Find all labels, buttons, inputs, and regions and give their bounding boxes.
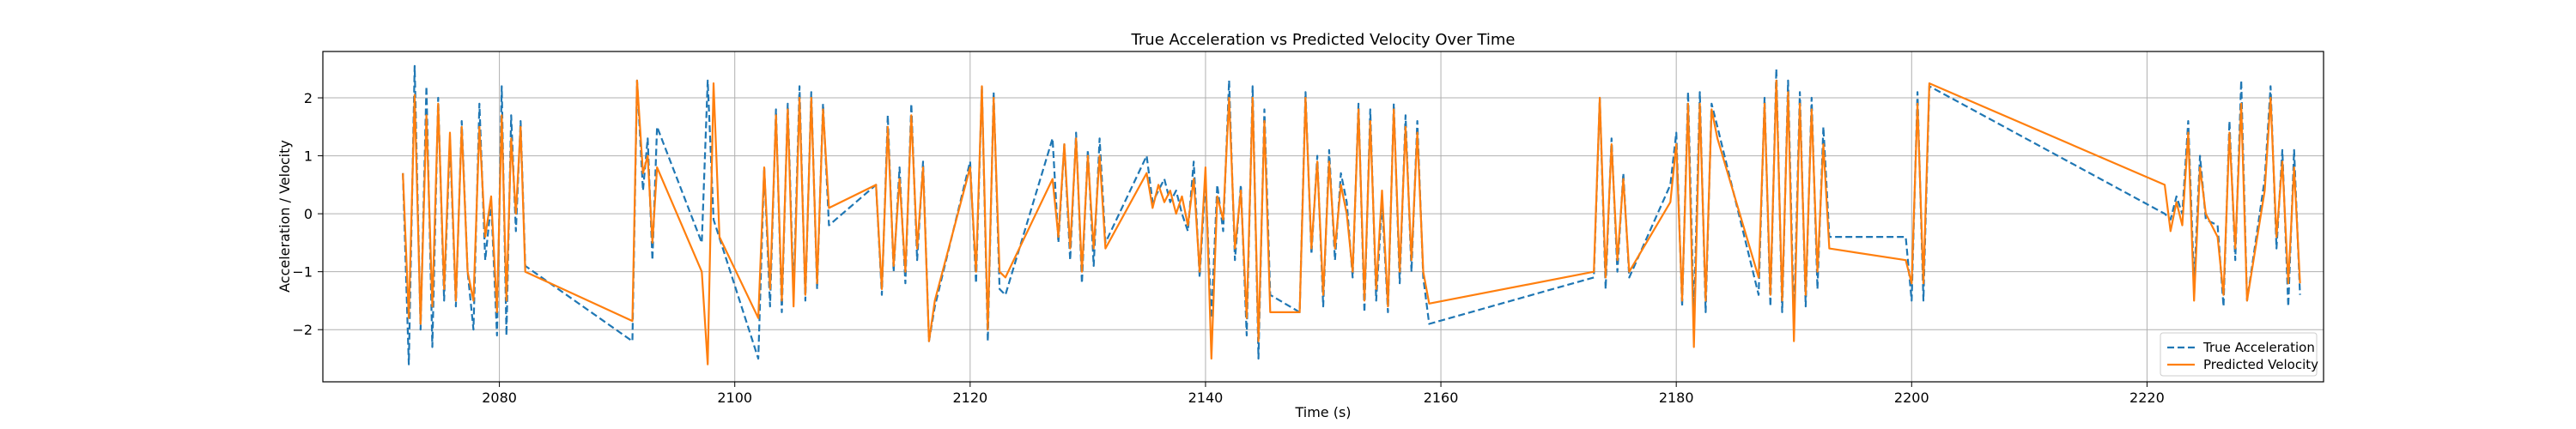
y-tick-label-0: 0 bbox=[304, 206, 313, 222]
x-tick-label-2080: 2080 bbox=[482, 390, 517, 406]
x-tick-label-2180: 2180 bbox=[1659, 390, 1694, 406]
legend-label-true-acceleration: True Acceleration bbox=[2202, 340, 2315, 355]
x-tick-label-2100: 2100 bbox=[717, 390, 752, 406]
series-group bbox=[402, 64, 2301, 366]
legend-box bbox=[2160, 332, 2318, 377]
y-tick-label--1: −1 bbox=[292, 264, 313, 281]
x-tick-label-2120: 2120 bbox=[952, 390, 987, 406]
y-axis: −2 −1 0 1 2 bbox=[292, 90, 323, 338]
y-tick-label-2: 2 bbox=[304, 90, 313, 106]
legend: True Acceleration Predicted Velocity bbox=[2160, 332, 2318, 377]
chart-title: True Acceleration vs Predicted Velocity … bbox=[1131, 31, 1516, 49]
grid-lines bbox=[323, 51, 2324, 382]
y-tick-label--2: −2 bbox=[292, 322, 313, 338]
series-line-predicted-velocity bbox=[402, 79, 2301, 366]
plot-frame bbox=[322, 51, 2324, 383]
x-tick-label-2220: 2220 bbox=[2129, 390, 2165, 406]
x-tick-label-2200: 2200 bbox=[1894, 390, 1929, 406]
y-axis-label: Acceleration / Velocity bbox=[276, 140, 293, 293]
legend-label-predicted-velocity: Predicted Velocity bbox=[2203, 357, 2318, 372]
y-tick-label-1: 1 bbox=[304, 148, 313, 165]
x-axis-label: Time (s) bbox=[1294, 404, 1351, 420]
x-tick-label-2160: 2160 bbox=[1424, 390, 1459, 406]
x-tick-label-2140: 2140 bbox=[1188, 390, 1224, 406]
x-axis: 2080 2100 2120 2140 2160 2180 2200 2220 bbox=[482, 382, 2165, 406]
